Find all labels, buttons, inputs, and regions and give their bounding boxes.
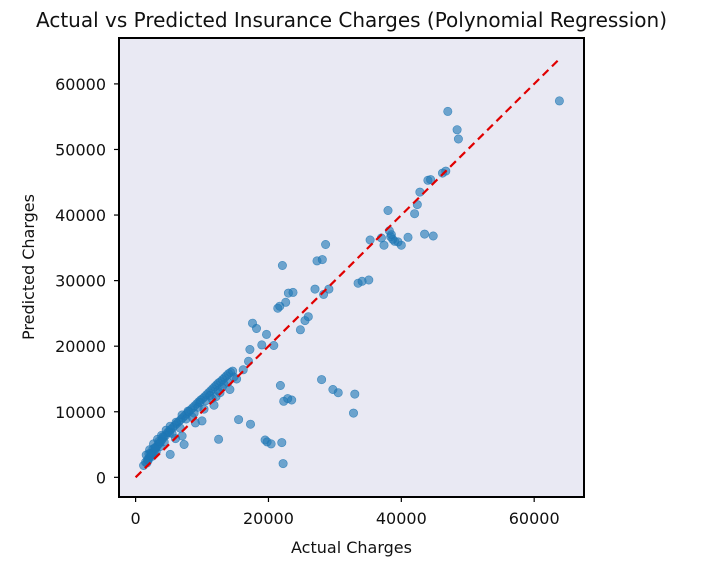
data-point [554, 96, 564, 106]
data-point [295, 325, 305, 335]
data-point [278, 459, 288, 469]
data-point [443, 106, 453, 116]
y-tick-label: 10000 [55, 403, 106, 422]
data-point [415, 187, 425, 197]
data-point [165, 449, 175, 459]
data-point [321, 240, 331, 250]
data-point [269, 340, 279, 350]
data-point [281, 297, 291, 307]
data-point [277, 260, 287, 270]
data-point [453, 134, 463, 144]
y-tick-labels: 0 10000 20000 30000 40000 50000 60000 [55, 75, 106, 487]
data-point [383, 206, 393, 216]
data-point [348, 408, 358, 418]
data-point [350, 389, 360, 399]
data-point [287, 395, 297, 405]
data-point [257, 340, 267, 350]
x-tick-label: 20000 [243, 509, 294, 528]
data-point [303, 312, 313, 322]
y-tick-label: 20000 [55, 337, 106, 356]
data-point [324, 284, 334, 294]
data-point [365, 235, 375, 245]
data-point [179, 439, 189, 449]
data-point [245, 344, 255, 354]
y-tick-label: 60000 [55, 75, 106, 94]
x-tick-label: 60000 [509, 509, 560, 528]
data-point [333, 388, 343, 398]
data-point [177, 431, 187, 441]
y-tick-label: 40000 [55, 206, 106, 225]
data-point [262, 437, 272, 447]
x-tick-labels: 0 20000 40000 60000 [131, 509, 560, 528]
data-point [420, 229, 430, 239]
chart-title: Actual vs Predicted Insurance Charges (P… [36, 8, 667, 32]
data-point [261, 329, 271, 339]
data-point [364, 275, 374, 285]
data-point [214, 434, 224, 444]
y-tick-label: 30000 [55, 272, 106, 291]
x-axis-label: Actual Charges [291, 538, 412, 557]
data-point [277, 438, 287, 448]
data-point [379, 240, 389, 250]
data-point [288, 287, 298, 297]
data-point [396, 240, 406, 250]
data-point [225, 384, 235, 394]
data-point [426, 175, 436, 185]
y-tick-label: 0 [96, 468, 106, 487]
x-tick-label: 0 [131, 509, 141, 528]
data-point [403, 232, 413, 242]
data-point [234, 415, 244, 425]
data-point [317, 255, 327, 265]
data-point [252, 323, 262, 333]
data-point [428, 231, 438, 241]
data-point [317, 375, 327, 385]
data-point [158, 432, 168, 442]
data-point [246, 419, 256, 429]
data-point [310, 284, 320, 294]
plot-area [118, 37, 585, 498]
data-point [452, 125, 462, 135]
data-point [275, 380, 285, 390]
x-tick-label: 40000 [376, 509, 427, 528]
y-tick-label: 50000 [55, 140, 106, 159]
data-point [150, 443, 160, 453]
data-point [410, 209, 420, 219]
axis-ticks [114, 83, 535, 502]
y-axis-label: Predicted Charges [19, 194, 38, 340]
reference-line [134, 58, 560, 479]
data-point [165, 428, 175, 438]
data-point [197, 416, 207, 426]
